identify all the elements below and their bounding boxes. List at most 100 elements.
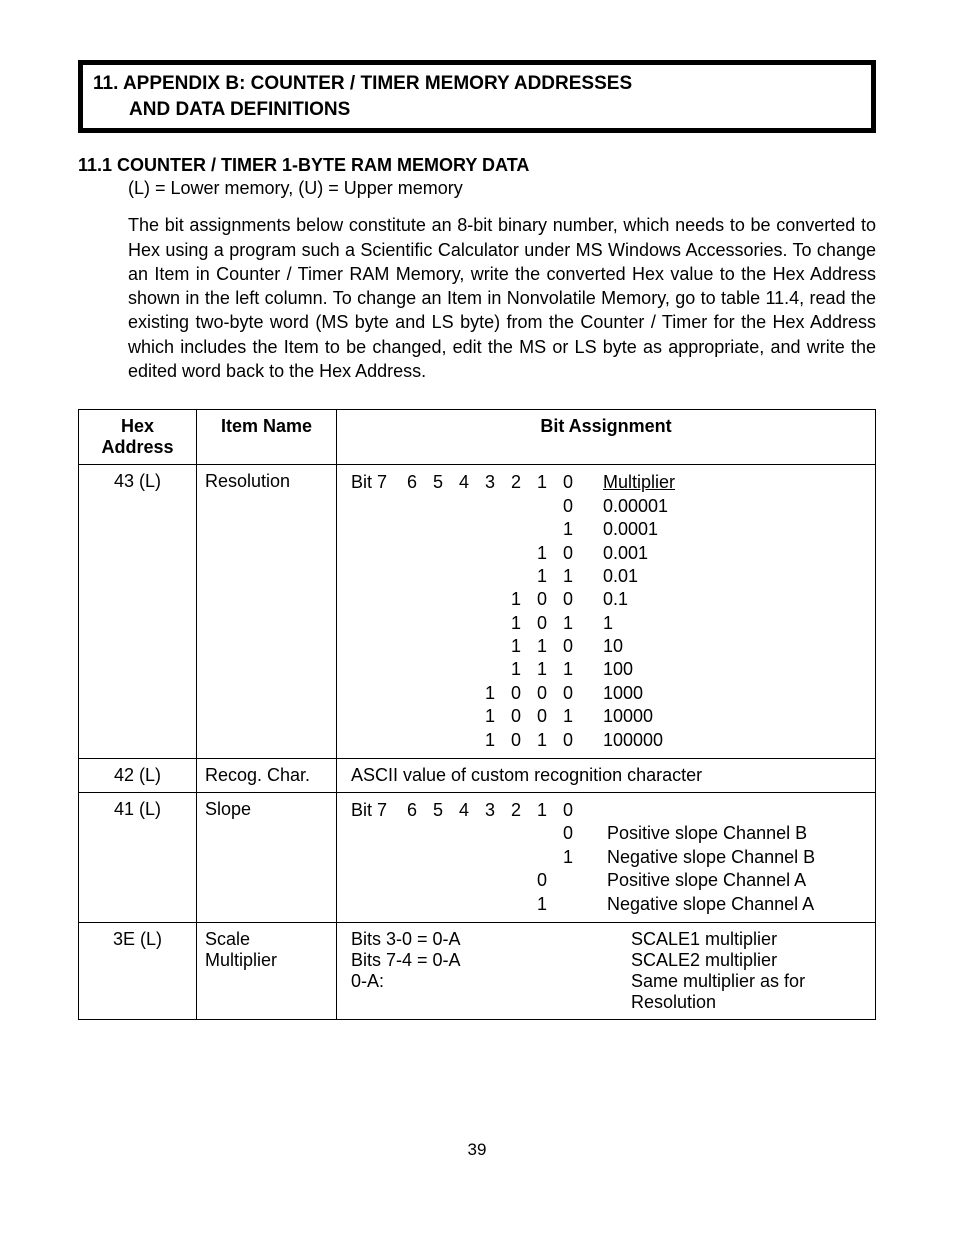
bit-data-row: 1 0 0 1 10000 bbox=[351, 705, 865, 728]
b0: 0 bbox=[555, 495, 581, 518]
b2: 1 bbox=[503, 588, 529, 611]
bit-data-row: 1 0 1 0 100000 bbox=[351, 729, 865, 752]
b0: 0 bbox=[555, 729, 581, 752]
b1: 1 bbox=[529, 658, 555, 681]
b3: 1 bbox=[477, 729, 503, 752]
bit-header-row: Bit 7 6 5 4 3 2 1 0 Multiplier bbox=[351, 471, 865, 494]
bit-label-1: 1 bbox=[529, 471, 555, 494]
mult-label: 0.01 bbox=[581, 565, 865, 588]
b0 bbox=[555, 869, 581, 892]
cell-item: Recog. Char. bbox=[197, 759, 337, 793]
bit-grid: Bit 7 6 5 4 3 2 1 0 Multiplier bbox=[351, 471, 865, 752]
b2: 1 bbox=[503, 658, 529, 681]
table-row: 41 (L) Slope Bit 7 6 5 4 3 2 1 0 bbox=[79, 793, 876, 923]
b0: 1 bbox=[555, 846, 581, 869]
scale-right-col: SCALE1 multiplier SCALE2 multiplier Same… bbox=[631, 929, 865, 1013]
bit-label-2: 2 bbox=[503, 799, 529, 822]
scale-wrap: Bits 3-0 = 0-A Bits 7-4 = 0-A 0-A: SCALE… bbox=[351, 929, 865, 1013]
subsection-heading: 11.1 COUNTER / TIMER 1-BYTE RAM MEMORY D… bbox=[78, 155, 876, 176]
b1: 1 bbox=[529, 729, 555, 752]
table-row: 3E (L) Scale Multiplier Bits 3-0 = 0-A B… bbox=[79, 923, 876, 1020]
scale-item-l1: Scale bbox=[205, 929, 328, 950]
cell-hex: 43 (L) bbox=[79, 465, 197, 759]
bit-label-1: 1 bbox=[529, 799, 555, 822]
scale-left-l2: Bits 7-4 = 0-A bbox=[351, 950, 631, 971]
mult-label: 10 bbox=[581, 635, 865, 658]
slope-label: Negative slope Channel A bbox=[581, 893, 865, 916]
b1 bbox=[529, 495, 555, 518]
bit-data-row: 1 0 1 1 bbox=[351, 612, 865, 635]
b1 bbox=[529, 518, 555, 541]
th-bit: Bit Assignment bbox=[337, 410, 876, 465]
bit-data-row: 1 0 0 0 1000 bbox=[351, 682, 865, 705]
cell-bit: Bit 7 6 5 4 3 2 1 0 0 Positive bbox=[337, 793, 876, 923]
b3 bbox=[477, 518, 503, 541]
b3 bbox=[477, 658, 503, 681]
cell-bit: ASCII value of custom recognition charac… bbox=[337, 759, 876, 793]
b1: 0 bbox=[529, 588, 555, 611]
mult-label: 100 bbox=[581, 658, 865, 681]
b2 bbox=[503, 518, 529, 541]
b2: 0 bbox=[503, 705, 529, 728]
table-row: 43 (L) Resolution Bit 7 6 5 4 3 2 1 0 Mu… bbox=[79, 465, 876, 759]
memory-table: Hex Address Item Name Bit Assignment 43 … bbox=[78, 409, 876, 1020]
multiplier-heading: Multiplier bbox=[581, 471, 865, 494]
b1: 0 bbox=[529, 612, 555, 635]
mult-label: 1 bbox=[581, 612, 865, 635]
b0: 1 bbox=[555, 658, 581, 681]
bit-data-row: 1 0.0001 bbox=[351, 518, 865, 541]
mult-label: 100000 bbox=[581, 729, 865, 752]
th-item: Item Name bbox=[197, 410, 337, 465]
mult-label: 0.001 bbox=[581, 542, 865, 565]
cell-hex: 41 (L) bbox=[79, 793, 197, 923]
cell-item: Resolution bbox=[197, 465, 337, 759]
section-header-inner: 11. APPENDIX B: COUNTER / TIMER MEMORY A… bbox=[83, 65, 871, 128]
b2 bbox=[503, 565, 529, 588]
bit-label-6: 6 bbox=[399, 471, 425, 494]
bit-data-row: 1 1 1 100 bbox=[351, 658, 865, 681]
section-header-box: 11. APPENDIX B: COUNTER / TIMER MEMORY A… bbox=[78, 60, 876, 133]
scale-right-l1: SCALE1 multiplier bbox=[631, 929, 865, 950]
b3 bbox=[477, 542, 503, 565]
b3 bbox=[477, 635, 503, 658]
b3 bbox=[477, 565, 503, 588]
b2: 0 bbox=[503, 682, 529, 705]
section-title-line2: AND DATA DEFINITIONS bbox=[93, 97, 861, 123]
b1: 0 bbox=[529, 682, 555, 705]
bit-grid: Bit 7 6 5 4 3 2 1 0 0 Positive bbox=[351, 799, 865, 916]
bit-data-row: 0 0.00001 bbox=[351, 495, 865, 518]
slope-label: Negative slope Channel B bbox=[581, 846, 865, 869]
bit-data-row: 1 1 0.01 bbox=[351, 565, 865, 588]
b3 bbox=[477, 612, 503, 635]
scale-item-l2: Multiplier bbox=[205, 950, 328, 971]
mult-label: 10000 bbox=[581, 705, 865, 728]
b1 bbox=[529, 822, 555, 845]
table-row: 42 (L) Recog. Char. ASCII value of custo… bbox=[79, 759, 876, 793]
th-hex: Hex Address bbox=[79, 410, 197, 465]
b0: 1 bbox=[555, 565, 581, 588]
bit-label-7: Bit 7 bbox=[351, 799, 399, 822]
b1: 1 bbox=[529, 565, 555, 588]
b0: 0 bbox=[555, 682, 581, 705]
cell-bit: Bits 3-0 = 0-A Bits 7-4 = 0-A 0-A: SCALE… bbox=[337, 923, 876, 1020]
bit-label-0: 0 bbox=[555, 471, 581, 494]
bit-data-row: 1 1 0 10 bbox=[351, 635, 865, 658]
b2: 0 bbox=[503, 729, 529, 752]
slope-label: Positive slope Channel A bbox=[581, 869, 865, 892]
b0 bbox=[555, 893, 581, 916]
mult-label: 0.1 bbox=[581, 588, 865, 611]
section-title-line1: 11. APPENDIX B: COUNTER / TIMER MEMORY A… bbox=[93, 71, 861, 97]
b0: 0 bbox=[555, 822, 581, 845]
cell-item: Slope bbox=[197, 793, 337, 923]
b3 bbox=[477, 495, 503, 518]
bit-label-3: 3 bbox=[477, 799, 503, 822]
bit-label-7: Bit 7 bbox=[351, 471, 399, 494]
b2 bbox=[503, 542, 529, 565]
bit-data-row: 1 0 0.001 bbox=[351, 542, 865, 565]
cell-hex: 42 (L) bbox=[79, 759, 197, 793]
bit-label-4: 4 bbox=[451, 471, 477, 494]
scale-right-l2: SCALE2 multiplier bbox=[631, 950, 865, 971]
b0: 0 bbox=[555, 542, 581, 565]
bit-label-5: 5 bbox=[425, 799, 451, 822]
b0: 0 bbox=[555, 588, 581, 611]
